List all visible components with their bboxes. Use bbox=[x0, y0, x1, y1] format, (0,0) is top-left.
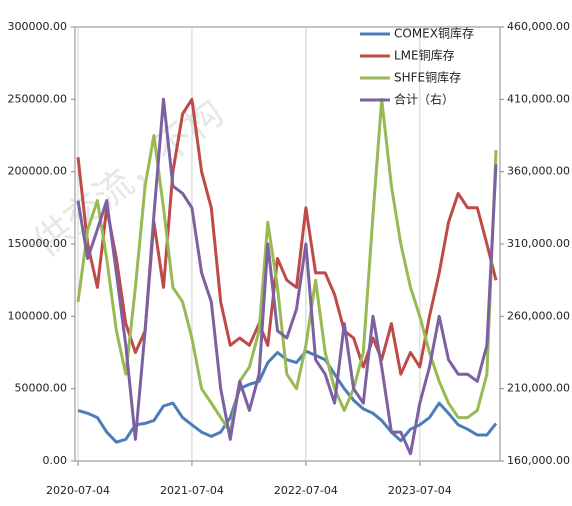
legend-label: 合计（右） bbox=[394, 92, 454, 107]
legend-label: SHFE铜库存 bbox=[394, 70, 461, 85]
y-tick-label: 150000.00 bbox=[8, 237, 68, 250]
y2-tick-label: 360,000.00 bbox=[507, 165, 570, 178]
legend-label: LME铜库存 bbox=[394, 48, 455, 63]
series-line bbox=[77, 349, 498, 444]
y-tick-label: 100000.00 bbox=[8, 309, 68, 322]
x-tick-label: 2021-07-04 bbox=[160, 484, 224, 497]
y2-tick-label: 260,000.00 bbox=[507, 309, 570, 322]
x-tick-label: 2022-07-04 bbox=[274, 484, 338, 497]
y2-tick-label: 210,000.00 bbox=[507, 382, 570, 395]
series-line bbox=[76, 97, 498, 456]
x-tick-label: 2023-07-04 bbox=[388, 484, 452, 497]
y-tick-label: 250000.00 bbox=[8, 92, 68, 105]
y-tick-label: 200000.00 bbox=[8, 165, 68, 178]
y-tick-label: 300000.00 bbox=[8, 20, 68, 33]
legend-label: COMEX铜库存 bbox=[394, 26, 474, 41]
x-tick-label: 2020-07-04 bbox=[46, 484, 110, 497]
series-line bbox=[76, 97, 498, 434]
y2-tick-label: 160,000.00 bbox=[507, 454, 570, 467]
y2-tick-label: 410,000.00 bbox=[507, 92, 570, 105]
y2-tick-label: 310,000.00 bbox=[507, 237, 570, 250]
y2-tick-label: 460,000.00 bbox=[507, 20, 570, 33]
y-tick-label: 0.00 bbox=[43, 454, 68, 467]
y-tick-label: 50000.00 bbox=[15, 382, 68, 395]
